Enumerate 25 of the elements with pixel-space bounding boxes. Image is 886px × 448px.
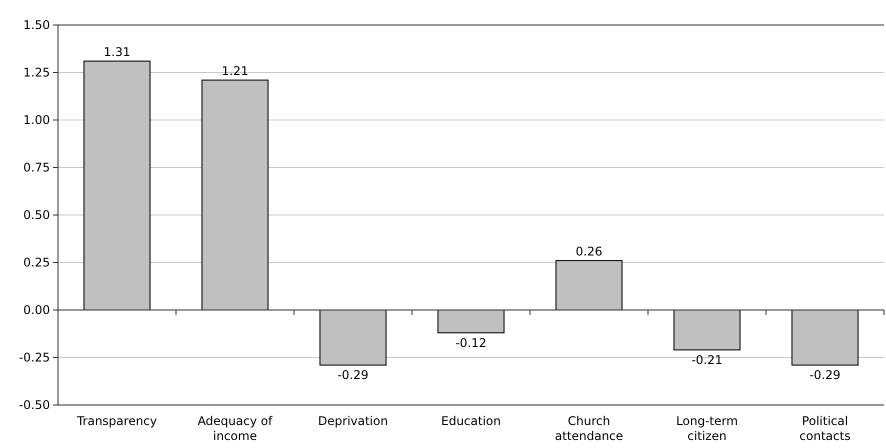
x-tick-label: Long-term citizen xyxy=(676,414,738,443)
y-tick-label: 1.50 xyxy=(23,18,50,32)
x-tick-label: Church attendance xyxy=(554,414,624,443)
x-tick-label: Political contacts xyxy=(799,414,851,443)
y-tick-label: 0.25 xyxy=(23,256,50,270)
bar xyxy=(673,310,741,350)
y-tick-label: 1.00 xyxy=(23,113,50,128)
y-tick-label: -0.25 xyxy=(18,350,50,365)
y-tick-label: 0.75 xyxy=(23,160,50,175)
data-label: -0.21 xyxy=(691,352,723,367)
y-tick-label: -0.50 xyxy=(18,398,50,412)
x-tick-label: Education xyxy=(441,414,501,428)
y-tick-label: 1.25 xyxy=(23,66,50,80)
y-tick-label: 0.50 xyxy=(23,208,50,222)
bar xyxy=(437,310,505,334)
x-tick-label: Transparency xyxy=(76,414,158,428)
data-label: 1.21 xyxy=(222,64,248,78)
data-label: -0.12 xyxy=(455,336,487,350)
x-tick-label: Deprivation xyxy=(318,414,388,428)
x-tick-label: Adequacy of income xyxy=(198,414,274,443)
data-label: 0.26 xyxy=(576,244,602,259)
data-label: 1.31 xyxy=(104,45,130,60)
data-label: -0.29 xyxy=(809,368,841,382)
y-tick-label: 0.00 xyxy=(23,303,50,318)
data-label: -0.29 xyxy=(337,368,369,382)
